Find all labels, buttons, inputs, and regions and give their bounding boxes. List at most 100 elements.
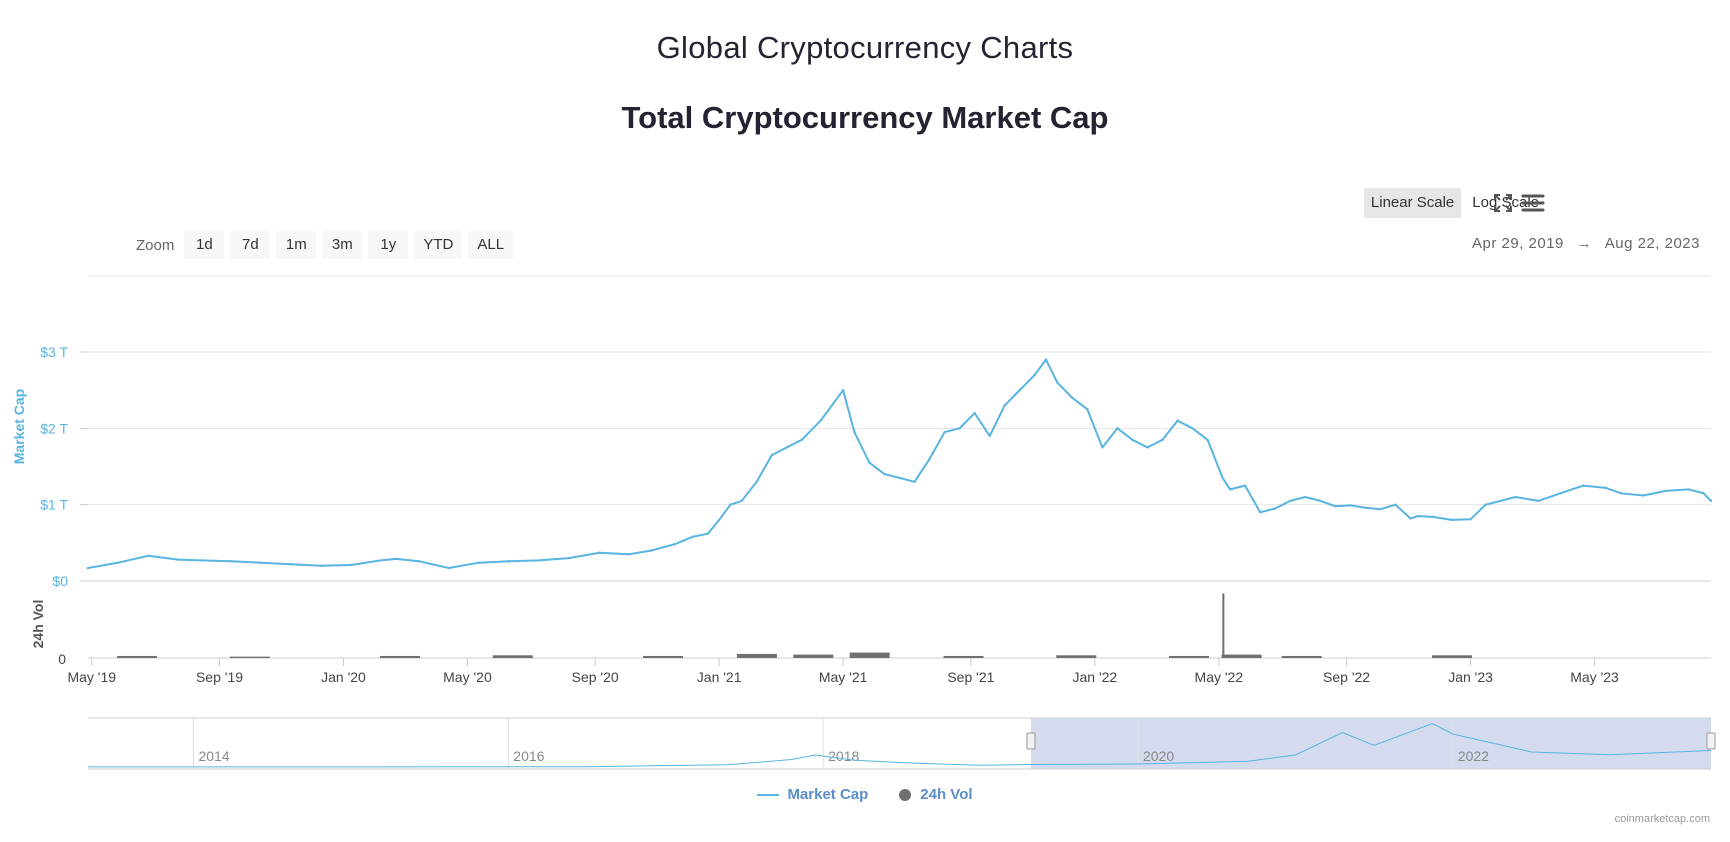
volume-bar bbox=[736, 653, 777, 658]
market-cap-point bbox=[853, 430, 856, 434]
range-to[interactable]: Aug 22, 2023 bbox=[1604, 235, 1700, 252]
y-tick-label: $3 T bbox=[40, 344, 68, 360]
volume-bar bbox=[1221, 654, 1262, 658]
volume-bar bbox=[1222, 593, 1225, 658]
market-cap-point bbox=[830, 404, 834, 407]
zoom-all-button[interactable]: ALL bbox=[468, 231, 514, 259]
range-arrow: → bbox=[1576, 235, 1593, 252]
zoom-1m-button[interactable]: 1m bbox=[276, 231, 317, 259]
market-cap-point bbox=[1642, 494, 1645, 497]
market-cap-point bbox=[1687, 488, 1690, 491]
navigator-tick-label: 2018 bbox=[828, 748, 859, 764]
navigator-tick-label: 2020 bbox=[1143, 748, 1174, 764]
market-cap-point bbox=[1514, 495, 1517, 499]
market-cap-point bbox=[928, 457, 931, 461]
zoom-1y-button[interactable]: 1y bbox=[368, 231, 409, 259]
log-scale-button[interactable]: Log Scale bbox=[1472, 194, 1539, 211]
volume-bar bbox=[793, 654, 834, 658]
market-cap-point bbox=[755, 480, 758, 483]
x-tick-label: Jan '22 bbox=[1073, 669, 1118, 685]
x-tick-label: May '20 bbox=[443, 669, 492, 685]
legend-dot-icon bbox=[899, 788, 912, 801]
market-cap-point bbox=[1044, 358, 1048, 361]
volume-tick-label: 0 bbox=[58, 651, 66, 667]
x-tick-label: Jan '20 bbox=[321, 669, 366, 685]
x-tick-label: Jan '21 bbox=[697, 669, 742, 685]
volume-bar bbox=[643, 655, 684, 658]
market-cap-point bbox=[650, 549, 653, 552]
market-cap-point bbox=[1056, 381, 1059, 384]
volume-bar bbox=[492, 655, 533, 658]
market-cap-point bbox=[770, 453, 773, 457]
market-cap-point bbox=[1206, 438, 1209, 441]
market-cap-point bbox=[229, 559, 232, 563]
navigator-line bbox=[88, 722, 1712, 768]
market-cap-point bbox=[176, 558, 180, 561]
market-cap-point bbox=[1379, 508, 1382, 511]
market-cap-point bbox=[349, 563, 353, 567]
y-tick-label: $1 T bbox=[40, 497, 68, 513]
market-cap-point bbox=[567, 556, 571, 560]
market-cap-point bbox=[259, 561, 263, 564]
market-cap-point bbox=[898, 476, 901, 480]
market-cap-point bbox=[447, 566, 450, 570]
market-cap-point bbox=[1273, 507, 1277, 510]
zoom-7d-button[interactable]: 7d bbox=[230, 231, 271, 259]
market-cap-point bbox=[417, 559, 420, 563]
market-cap-point bbox=[1349, 504, 1352, 507]
market-cap-point bbox=[1664, 489, 1668, 493]
market-cap-point bbox=[913, 480, 916, 483]
market-cap-point bbox=[1469, 517, 1472, 521]
market-cap-point bbox=[1146, 446, 1149, 449]
market-cap-point bbox=[729, 503, 732, 506]
linear-scale-button[interactable]: Linear Scale bbox=[1363, 188, 1462, 218]
scale-toggle: Linear Scale Log Scale bbox=[1363, 188, 1546, 218]
fullscreen-icon[interactable] bbox=[1488, 188, 1518, 218]
legend: Market Cap 24h Vol bbox=[0, 786, 1730, 803]
market-cap-point bbox=[1319, 499, 1322, 503]
legend-volume[interactable]: 24h Vol bbox=[898, 786, 973, 803]
chart-title: Total Cryptocurrency Market Cap bbox=[621, 100, 1109, 135]
market-cap-point bbox=[800, 438, 804, 441]
volume-bar bbox=[229, 656, 270, 658]
market-cap-point bbox=[958, 427, 961, 430]
market-cap-point bbox=[537, 559, 541, 562]
market-cap-point bbox=[943, 430, 946, 434]
market-cap-point bbox=[706, 532, 710, 535]
market-cap-point bbox=[394, 557, 398, 561]
y-tick-label: $0 bbox=[52, 573, 68, 589]
date-range[interactable]: Apr 29, 2019 → Aug 22, 2023 bbox=[1468, 235, 1704, 252]
x-tick-label: May '21 bbox=[819, 669, 868, 685]
navigator-handle-right[interactable] bbox=[1706, 732, 1716, 750]
credits-link[interactable]: coinmarketcap.com bbox=[1614, 813, 1710, 825]
navigator-tick-label: 2022 bbox=[1458, 748, 1489, 764]
market-cap-point bbox=[1582, 484, 1585, 487]
market-cap-point bbox=[1086, 408, 1089, 411]
zoom-3m-button[interactable]: 3m bbox=[322, 231, 363, 259]
market-cap-point bbox=[1709, 499, 1713, 503]
market-cap-point bbox=[1334, 504, 1337, 508]
zoom-ytd-button[interactable]: YTD bbox=[414, 231, 463, 259]
legend-market-cap[interactable]: Market Cap bbox=[757, 786, 868, 803]
menu-icon[interactable] bbox=[1518, 188, 1548, 218]
volume-bar bbox=[1169, 655, 1209, 658]
market-cap-point bbox=[1289, 499, 1292, 503]
zoom-bar: Zoom 1d 7d 1m 3m 1y YTD ALL bbox=[136, 231, 514, 259]
range-from[interactable]: Apr 29, 2019 bbox=[1472, 235, 1564, 252]
market-cap-point bbox=[146, 554, 150, 558]
volume-bar bbox=[1056, 655, 1097, 658]
x-tick-label: May '23 bbox=[1570, 669, 1619, 685]
market-cap-point bbox=[819, 419, 822, 422]
market-cap-point bbox=[379, 559, 383, 562]
navigator-handle-left[interactable] bbox=[1026, 732, 1036, 750]
market-cap-point bbox=[1499, 499, 1502, 503]
market-cap-point bbox=[116, 561, 120, 564]
volume-bar bbox=[117, 655, 158, 658]
x-tick-label: Sep '22 bbox=[1323, 669, 1370, 685]
market-cap-point bbox=[1702, 492, 1705, 495]
zoom-1d-button[interactable]: 1d bbox=[184, 231, 225, 259]
x-tick-label: Sep '19 bbox=[196, 669, 243, 685]
market-cap-point bbox=[1484, 503, 1487, 506]
market-cap-point bbox=[319, 564, 323, 567]
